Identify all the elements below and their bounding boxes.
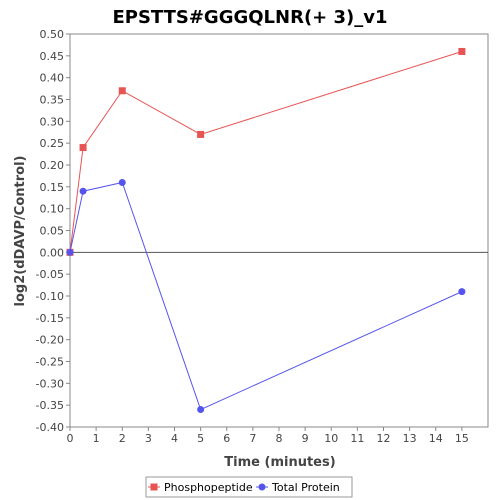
y-tick-label: -0.20 [36, 334, 64, 347]
legend-marker-phosphopeptide [150, 483, 158, 491]
x-axis-label: Time (minutes) [224, 455, 335, 470]
legend-label-phosphopeptide: Phosphopeptide [164, 481, 253, 494]
y-tick-label: 0.35 [40, 94, 65, 107]
x-tick-label: 13 [403, 432, 417, 445]
x-tick-label: 8 [276, 432, 283, 445]
plot-frame [69, 33, 489, 428]
x-tick-label: 4 [171, 432, 178, 445]
y-tick-label: 0.00 [40, 246, 65, 259]
y-tick-label: -0.15 [36, 312, 64, 325]
y-tick-label: -0.40 [36, 421, 64, 434]
y-tick-label: 0.05 [40, 225, 65, 238]
x-tick-label: 10 [324, 432, 338, 445]
data-point-total-protein [458, 288, 466, 296]
y-axis-label: log2(dDAVP/Control) [13, 156, 28, 307]
x-tick-label: 0 [67, 432, 74, 445]
y-tick-label: -0.05 [36, 268, 64, 281]
y-tick-label: -0.25 [36, 356, 64, 369]
x-tick-label: 12 [377, 432, 391, 445]
y-tick-label: 0.30 [40, 115, 65, 128]
data-point-phosphopeptide [79, 144, 87, 152]
y-tick-label: 0.10 [40, 203, 65, 216]
data-point-total-protein [118, 178, 126, 186]
y-tick-label: 0.20 [40, 159, 65, 172]
x-tick-label: 3 [145, 432, 152, 445]
y-tick-label: 0.25 [40, 137, 65, 150]
data-point-total-protein [66, 248, 74, 256]
x-tick-label: 6 [223, 432, 230, 445]
y-tick-label: -0.10 [36, 290, 64, 303]
x-tick-label: 14 [429, 432, 443, 445]
y-tick-label: -0.30 [36, 377, 64, 390]
legend-box [145, 476, 353, 498]
data-point-total-protein [197, 406, 205, 414]
legend-label-total-protein: Total Protein [271, 481, 340, 494]
chart-title: EPSTTS#GGGQLNR(+ 3)_v1 [112, 7, 387, 28]
y-tick-label: 0.50 [40, 28, 65, 41]
data-point-phosphopeptide [458, 47, 466, 55]
x-tick-label: 5 [197, 432, 204, 445]
y-tick-label: 0.40 [40, 72, 65, 85]
x-tick-label: 1 [93, 432, 100, 445]
x-tick-label: 7 [249, 432, 256, 445]
legend: Phosphopeptide Total Protein [145, 476, 353, 498]
data-point-phosphopeptide [197, 130, 205, 138]
plot-area: 0.50 0.45 0.40 0.35 0.30 0.25 0.20 0.15 0.10 0.05… [36, 28, 489, 445]
x-tick-label: 2 [119, 432, 126, 445]
data-point-total-protein [79, 187, 87, 195]
x-tick-label: 9 [302, 432, 309, 445]
legend-marker-total-protein [258, 483, 266, 491]
y-tick-label: -0.35 [36, 399, 64, 412]
x-tick-label: 15 [455, 432, 469, 445]
x-tick-label: 11 [350, 432, 364, 445]
y-tick-label: 0.15 [40, 181, 65, 194]
y-tick-label: 0.45 [40, 50, 65, 63]
data-point-phosphopeptide [118, 87, 126, 95]
